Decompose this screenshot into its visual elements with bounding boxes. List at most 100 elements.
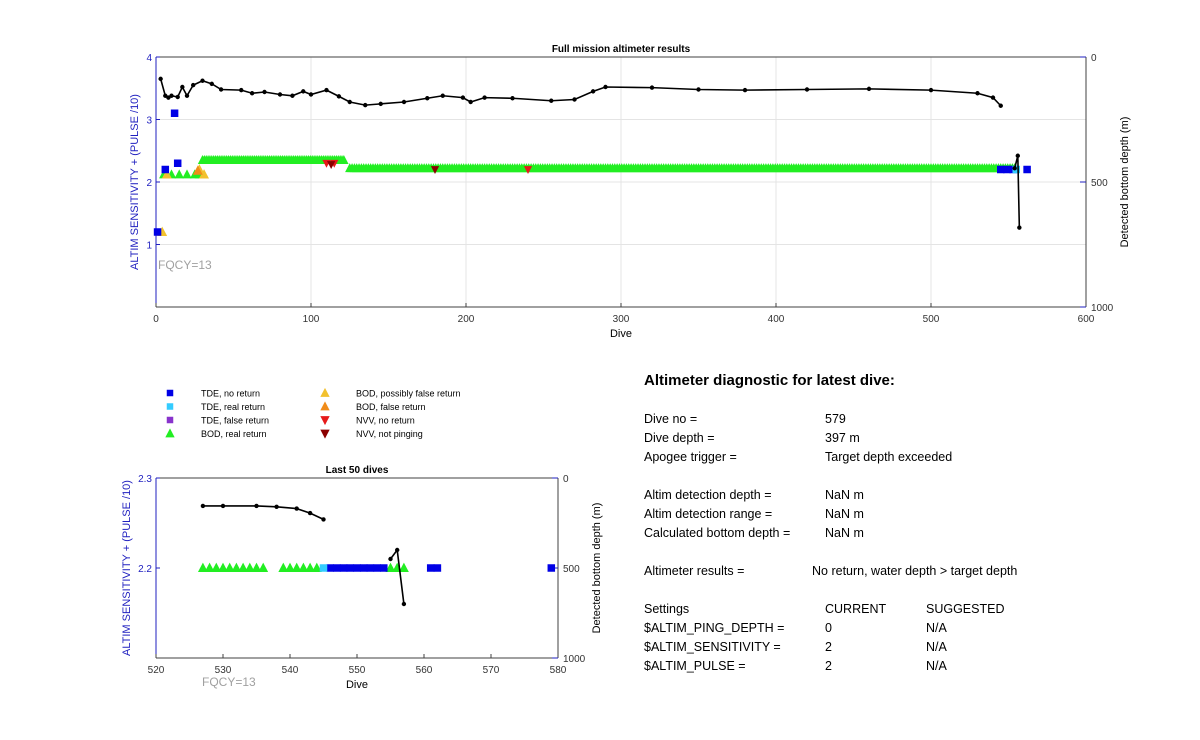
legend-label: BOD, false return	[356, 402, 426, 412]
y-axis-label: ALTIM SENSITIVITY + (PULSE /10)	[129, 94, 141, 270]
legend-label: NVV, not pinging	[356, 429, 423, 439]
settings-current: 0	[825, 621, 832, 635]
diagnostic-title: Altimeter diagnostic for latest dive:	[644, 372, 895, 389]
y2-tick-label: 500	[1091, 178, 1108, 189]
tde-no-return-point	[333, 564, 341, 572]
x-tick-label: 600	[1078, 314, 1095, 325]
y-tick-label: 1	[146, 241, 152, 252]
x-tick-label: 100	[303, 314, 320, 325]
depth-point	[425, 96, 430, 101]
x-axis-label: Dive	[346, 679, 368, 691]
bod-real-point	[251, 562, 262, 573]
x-tick-label: 0	[153, 314, 159, 325]
bod-real-point	[258, 562, 269, 573]
settings-label: $ALTIM_PULSE =	[644, 659, 746, 673]
diag-value: NaN m	[825, 507, 864, 521]
depth-point	[990, 95, 996, 100]
x-tick-label: 560	[416, 665, 433, 676]
x-tick-label: 300	[613, 314, 630, 325]
x-tick-label: 580	[550, 665, 567, 676]
depth-point	[200, 78, 205, 83]
depth-point	[321, 517, 326, 522]
tde-no-return-point	[373, 564, 381, 572]
settings-header-suggested: SUGGESTED	[926, 602, 1005, 616]
x-tick-label: 500	[923, 314, 940, 325]
settings-current: 2	[825, 659, 832, 673]
tde-no-return-point	[433, 564, 442, 572]
nvv-not-pinging-point	[327, 161, 336, 169]
y-tick-label: 2.2	[138, 564, 152, 575]
bod-real-point	[291, 562, 302, 573]
bod-possibly-false-point	[199, 169, 209, 179]
x-tick-label: 400	[768, 314, 785, 325]
bod-real-point	[182, 169, 192, 179]
y-tick-label: 2.3	[138, 474, 152, 485]
depth-point	[200, 503, 206, 509]
tde-no-return-point	[380, 564, 388, 572]
y2-axis-label: Detected bottom depth (m)	[1119, 117, 1131, 248]
depth-point	[218, 87, 224, 92]
legend: TDE, no return TDE, real return TDE, false…	[165, 387, 461, 439]
depth-point	[262, 89, 267, 95]
full-mission-chart: 0 100 200 300 400 500 600 1 2 3 4 0 500 1000 Full miss…	[129, 44, 1131, 340]
settings-current: 2	[825, 640, 832, 654]
tde-no-return-point	[173, 159, 182, 167]
depth-point	[510, 96, 515, 101]
diag-value: No return, water depth > target depth	[812, 564, 1018, 578]
legend-label: TDE, false return	[201, 416, 269, 426]
legend-marker	[320, 429, 330, 439]
legend-label: NVV, no return	[356, 416, 415, 426]
settings-suggested: N/A	[926, 640, 947, 654]
bod-real-series	[159, 155, 1020, 179]
bod-false-point	[192, 165, 203, 175]
y2-tick-label: 500	[563, 564, 580, 575]
settings-label: $ALTIM_PING_DEPTH =	[644, 621, 785, 635]
depth-point	[866, 86, 872, 92]
fqcy-annotation: FQCY=13	[202, 675, 256, 689]
nvv-not-pinging-point	[430, 166, 440, 174]
bottom-depth-line	[202, 505, 324, 521]
diag-label: Dive depth =	[644, 431, 715, 445]
y-tick-label: 3	[146, 116, 152, 127]
tde-no-return-point	[1003, 165, 1011, 174]
last-50-dives-chart: 520 530 540 550 560 570 580 2.2 2.3 0 500 1000 Last …	[121, 465, 603, 691]
legend-marker	[166, 403, 174, 410]
fqcy-annotation: FQCY=13	[158, 258, 212, 272]
depth-point	[401, 99, 407, 105]
settings-header-label: Settings	[644, 602, 690, 616]
settings-suggested: N/A	[926, 659, 947, 673]
legend-marker	[165, 428, 175, 438]
depth-point	[401, 601, 407, 607]
bod-real-point	[204, 562, 215, 573]
bod-real-point	[218, 562, 228, 573]
y2-tick-label: 1000	[1091, 303, 1114, 314]
y-tick-label: 2	[146, 178, 152, 189]
depth-point	[220, 503, 226, 509]
depth-point	[1017, 225, 1022, 230]
y2-tick-label: 0	[1091, 53, 1097, 64]
diag-label: Dive no =	[644, 412, 698, 426]
depth-point	[603, 84, 608, 90]
diag-label: Calculated bottom depth =	[644, 526, 791, 540]
settings-suggested: N/A	[926, 621, 947, 635]
x-tick-label: 570	[483, 665, 500, 676]
depth-point	[975, 91, 980, 96]
legend-label: TDE, real return	[201, 402, 265, 412]
bod-real-point	[238, 562, 249, 573]
tde-no-return-point	[359, 564, 368, 572]
bod-real-point	[211, 562, 222, 573]
depth-point	[590, 89, 596, 94]
bod-real-point	[339, 155, 349, 164]
bod-real-point	[385, 562, 396, 573]
depth-point	[649, 85, 655, 90]
diag-label: Apogee trigger =	[644, 450, 737, 464]
y2-tick-label: 0	[563, 474, 569, 485]
depth-point	[460, 95, 466, 100]
diagnostic-panel: Altimeter diagnostic for latest dive: Di…	[644, 372, 1164, 702]
y-axis-label: ALTIM SENSITIVITY + (PULSE /10)	[121, 480, 133, 656]
depth-point	[928, 87, 934, 93]
depth-point	[290, 93, 295, 98]
bod-real-point	[244, 562, 255, 573]
diag-value: NaN m	[825, 488, 864, 502]
depth-point	[395, 547, 400, 553]
